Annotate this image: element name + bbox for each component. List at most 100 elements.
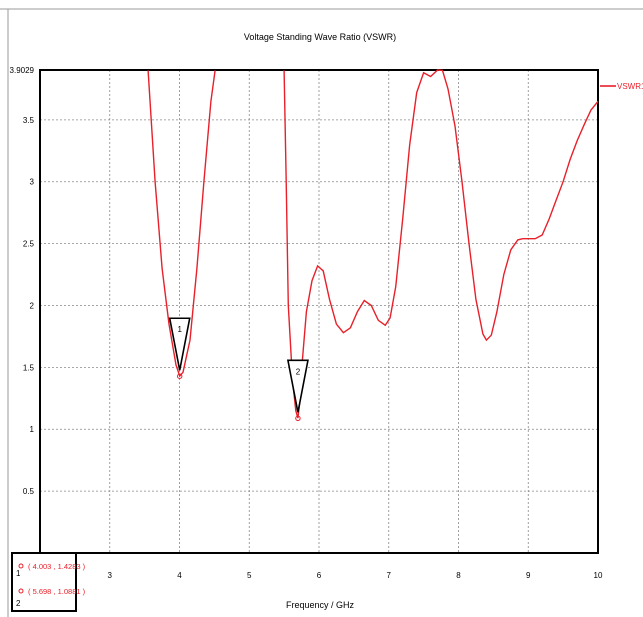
data-point-17 — [297, 418, 298, 419]
data-point-38 — [423, 72, 424, 73]
data-point-51 — [503, 274, 504, 275]
y-tick-label-4: 2.5 — [23, 240, 35, 249]
data-point-6 — [182, 372, 183, 373]
x-tick-label-1: 4 — [177, 571, 182, 580]
data-point-47 — [482, 333, 483, 334]
data-point-37 — [416, 92, 417, 93]
y-tick-label-5: 3 — [30, 178, 35, 187]
plot-area-frame — [39, 69, 599, 554]
y-tick-label-2: 1.5 — [23, 363, 35, 372]
data-point-41 — [442, 70, 443, 71]
marker-readout-box: 1 ( 4.003 , 1.4283 ) 2 ( 5.698 , 1.0881 … — [11, 552, 86, 612]
data-point-55 — [528, 238, 529, 239]
marker-label-1: 1 — [177, 325, 182, 334]
data-point-56 — [535, 238, 536, 239]
data-point-7 — [189, 340, 190, 341]
data-point-60 — [563, 181, 564, 182]
data-point-14 — [288, 305, 289, 306]
data-point-65 — [597, 101, 598, 102]
data-point-32 — [385, 325, 386, 326]
data-point-4 — [175, 364, 176, 365]
y-tick-label-6: 3.5 — [23, 116, 35, 125]
y-tick-label-0: 0.5 — [23, 487, 35, 496]
x-tick-label-3: 6 — [317, 571, 322, 580]
readout-frame — [11, 552, 77, 612]
data-point-2 — [161, 268, 162, 269]
data-point-40 — [437, 69, 438, 70]
x-tick-label-6: 9 — [526, 571, 531, 580]
data-point-39 — [430, 76, 431, 77]
y-tick-label-7: 3.9029 — [10, 66, 35, 75]
data-point-23 — [323, 270, 324, 271]
data-point-12 — [284, 70, 285, 71]
data-point-34 — [395, 286, 396, 287]
data-point-62 — [576, 140, 577, 141]
data-point-59 — [556, 200, 557, 201]
chart-title: Voltage Standing Wave Ratio (VSWR) — [244, 32, 396, 42]
legend: VSWR1 — [600, 82, 643, 91]
data-point-58 — [549, 218, 550, 219]
data-point-31 — [378, 320, 379, 321]
readout-value-1: ( 4.003 , 1.4283 ) — [28, 562, 86, 571]
data-point-46 — [475, 299, 476, 300]
x-tick-labels: 3 4 5 6 7 8 9 10 — [108, 571, 603, 580]
x-tick-label-5: 8 — [456, 571, 461, 580]
data-point-44 — [461, 181, 462, 182]
data-point-54 — [522, 238, 523, 239]
y-tick-labels: 0.5 1 1.5 2 2.5 3 3.5 3.9029 — [10, 66, 35, 496]
plot-axes — [39, 69, 599, 554]
markers: 12 — [168, 317, 309, 422]
data-point-29 — [364, 300, 365, 301]
data-point-3 — [168, 323, 169, 324]
readout-dot-2 — [18, 588, 24, 594]
y-tick-label-1: 1 — [30, 425, 35, 434]
data-point-50 — [496, 311, 497, 312]
data-point-0 — [148, 70, 149, 71]
x-tick-label-0: 3 — [108, 571, 113, 580]
data-point-16 — [295, 410, 296, 411]
data-point-10 — [210, 101, 211, 102]
legend-label-vswr1: VSWR1 — [617, 82, 643, 91]
data-point-24 — [329, 299, 330, 300]
x-tick-label-2: 5 — [247, 571, 252, 580]
data-points — [148, 69, 599, 418]
data-point-28 — [357, 311, 358, 312]
data-point-63 — [583, 124, 584, 125]
data-point-20 — [306, 311, 307, 312]
data-point-11 — [214, 70, 215, 71]
readout-id-1: 1 — [16, 569, 21, 578]
data-point-43 — [454, 125, 455, 126]
readout-value-2: ( 5.698 , 1.0881 ) — [28, 587, 86, 596]
data-point-1 — [154, 181, 155, 182]
series-line-vswr1 — [147, 69, 599, 419]
marker-point-1 — [177, 373, 183, 379]
readout-id-2: 2 — [16, 599, 21, 608]
data-point-13 — [286, 181, 287, 182]
data-point-8 — [196, 268, 197, 269]
y-tick-label-3: 2 — [30, 301, 35, 310]
data-point-25 — [336, 323, 337, 324]
x-tick-label-4: 7 — [387, 571, 392, 580]
marker-flag-2 — [286, 359, 309, 413]
data-point-36 — [409, 144, 410, 145]
data-point-49 — [491, 335, 492, 336]
data-point-57 — [542, 234, 543, 235]
data-point-27 — [350, 327, 351, 328]
marker-label-2: 2 — [296, 367, 301, 376]
data-point-53 — [517, 239, 518, 240]
data-point-52 — [510, 249, 511, 250]
marker-point-2 — [295, 415, 301, 422]
x-axis-label: Frequency / GHz — [286, 600, 355, 610]
data-point-30 — [371, 305, 372, 306]
x-tick-label-7: 10 — [594, 571, 603, 580]
data-point-26 — [343, 332, 344, 333]
grid-lines — [40, 70, 598, 553]
data-point-42 — [447, 88, 448, 89]
marker-flag-1 — [168, 317, 191, 371]
data-point-45 — [468, 243, 469, 244]
data-point-22 — [317, 265, 318, 266]
data-point-64 — [590, 109, 591, 110]
readout-dot-1 — [18, 563, 24, 569]
data-point-9 — [203, 181, 204, 182]
